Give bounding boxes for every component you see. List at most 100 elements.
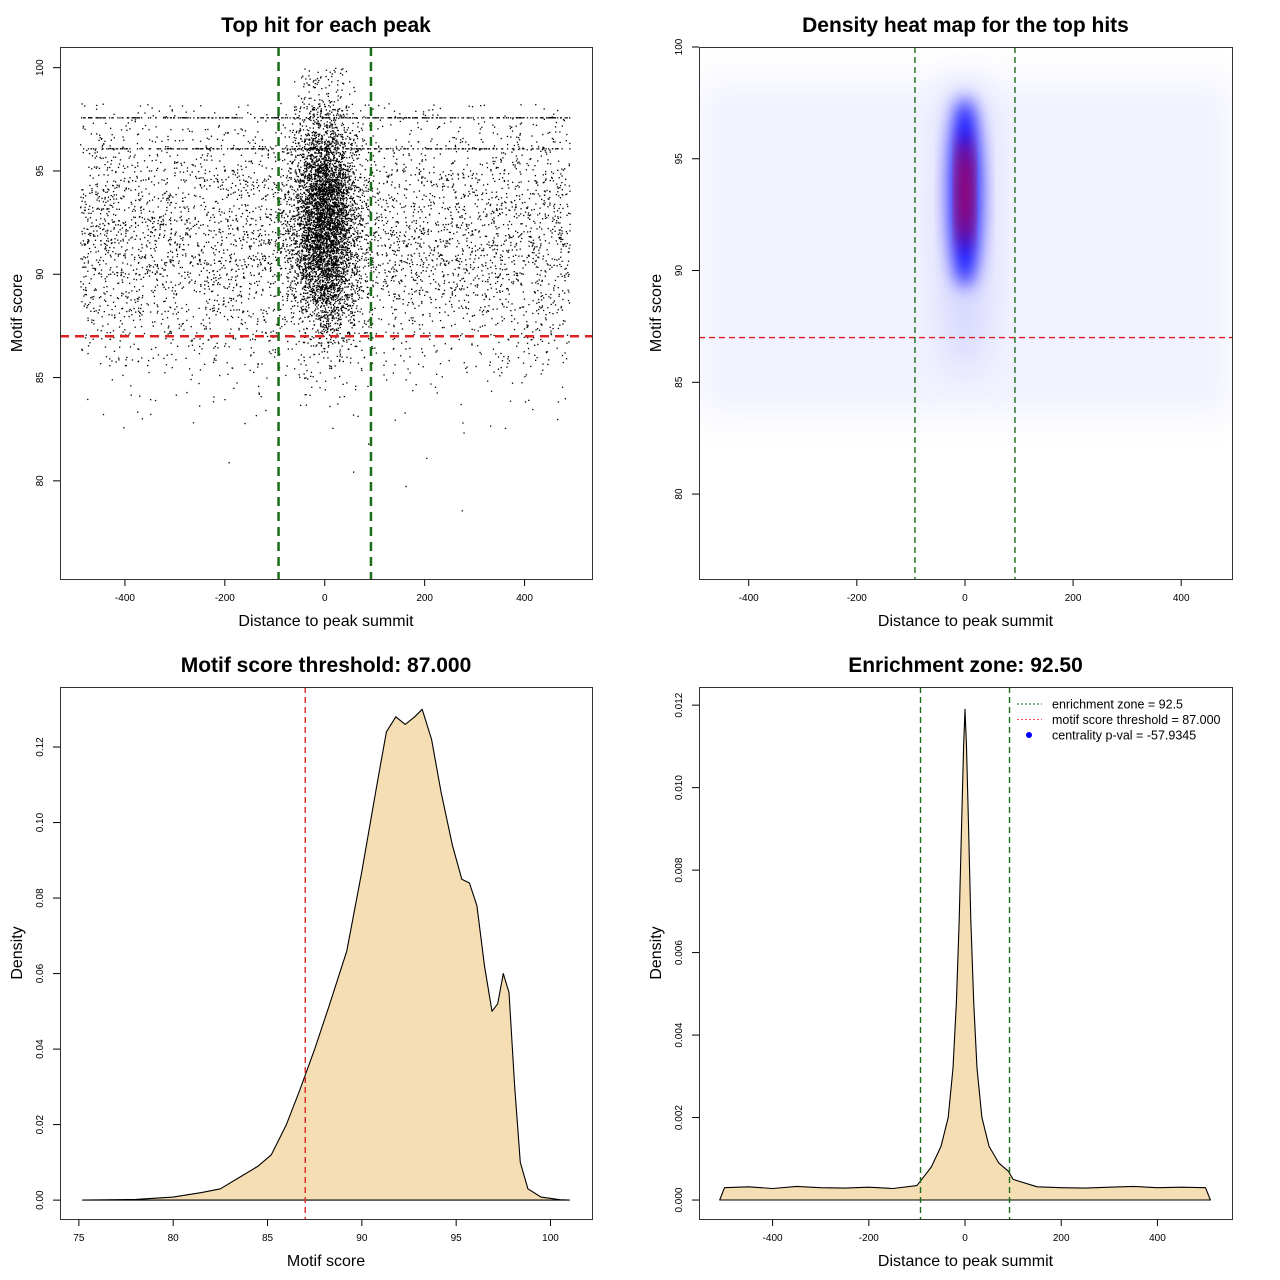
data-point [552,302,554,304]
data-point [146,266,148,268]
data-point [101,148,103,150]
data-point [492,348,494,350]
data-point [381,216,383,218]
data-point [93,310,95,313]
data-point [239,259,241,261]
data-point [306,210,308,212]
data-point [129,346,132,348]
data-point [167,333,169,335]
data-point [366,280,368,282]
data-point [176,255,178,258]
data-point [257,121,259,123]
data-point [421,232,423,235]
data-point [216,180,219,182]
data-point [97,235,99,237]
data-point [185,303,188,306]
data-point [522,147,524,149]
data-point [137,133,140,135]
data-point [92,338,94,340]
data-point [523,231,525,233]
data-point [157,148,160,150]
data-point [207,225,209,227]
data-point [362,224,364,226]
data-point [264,267,266,269]
data-point [86,307,88,309]
data-point [359,223,361,225]
data-point [260,244,262,246]
data-point [275,217,277,219]
data-point [360,275,362,277]
data-point [503,152,505,154]
data-point [517,236,520,238]
data-point [102,260,104,262]
data-point [105,300,107,302]
data-point [541,149,544,151]
data-point [540,150,542,152]
data-point [535,189,537,192]
data-point [567,205,569,208]
data-point [148,264,150,266]
data-point [420,246,422,248]
data-point [288,232,290,235]
data-point [367,160,369,162]
data-point [441,178,443,180]
data-point [156,167,159,170]
data-point [233,287,235,289]
data-point [127,122,129,124]
data-point [332,267,334,269]
data-point [144,257,147,259]
data-point [554,279,557,282]
data-point [103,292,105,294]
data-point [535,104,537,106]
data-point [122,374,124,377]
data-point [552,141,555,143]
data-point [380,318,383,321]
data-point [121,279,123,281]
data-point [565,193,567,196]
data-point [419,293,421,296]
data-point [82,189,84,191]
data-point [528,240,530,243]
data-point [437,252,439,254]
data-point [385,280,387,283]
data-point [554,258,556,261]
data-point [457,267,459,269]
data-point [511,249,513,251]
data-point [146,225,149,227]
data-point [128,239,130,241]
data-point [440,117,442,119]
data-point [514,207,517,209]
data-point [265,120,267,122]
data-point [288,196,291,198]
data-point [350,310,352,313]
data-point [361,207,363,210]
data-point [165,224,167,226]
data-point [551,116,553,118]
data-point [261,331,263,333]
data-point [157,354,160,356]
data-point [531,145,533,147]
data-point [302,258,305,260]
data-point [478,212,480,214]
data-point [484,224,486,226]
data-point [139,148,141,150]
data-point [520,240,522,243]
data-point [568,185,571,187]
data-point [553,211,555,213]
data-point [138,348,140,351]
data-point [186,219,188,221]
data-point [129,148,131,150]
data-point [199,259,201,261]
data-point [460,197,462,199]
data-point [147,271,149,273]
data-point [137,165,139,167]
data-point [87,218,89,220]
data-point [207,285,210,287]
data-point [556,347,558,349]
data-point [212,270,214,272]
data-point [462,117,465,119]
data-point [292,305,294,308]
data-point [103,228,105,230]
data-point [110,267,112,269]
data-point [206,179,208,181]
